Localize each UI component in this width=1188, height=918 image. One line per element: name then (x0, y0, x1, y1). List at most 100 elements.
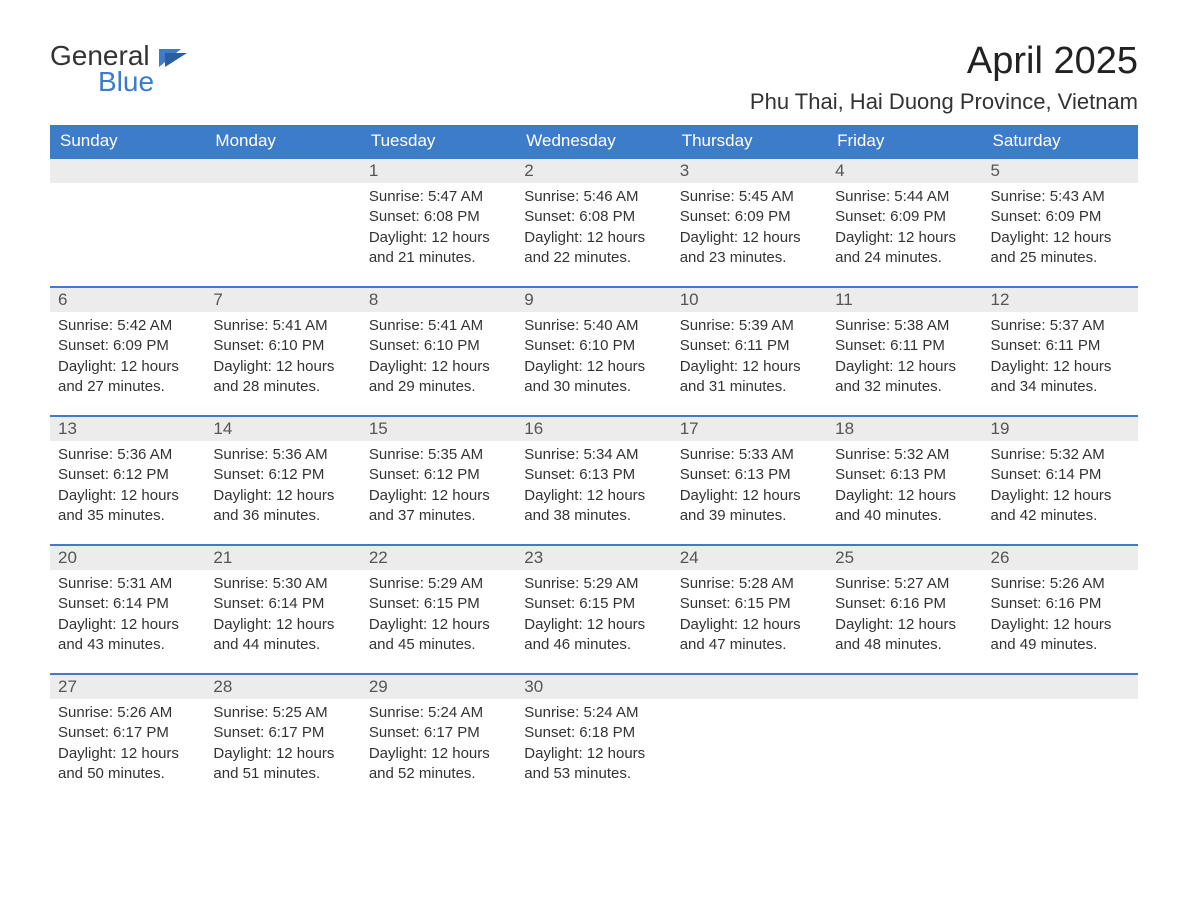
daylight-text: Daylight: 12 hours (991, 615, 1130, 635)
sunset-text: Sunset: 6:11 PM (991, 336, 1130, 356)
day-cell: Sunrise: 5:39 AMSunset: 6:11 PMDaylight:… (672, 312, 827, 416)
daylight-text: Daylight: 12 hours (58, 615, 197, 635)
day-number: 20 (50, 545, 205, 570)
sunset-text: Sunset: 6:09 PM (991, 207, 1130, 227)
day-number: 4 (827, 158, 982, 183)
day-number: 24 (672, 545, 827, 570)
daylight-text-2: and 28 minutes. (213, 377, 352, 397)
daylight-text: Daylight: 12 hours (213, 357, 352, 377)
sunrise-text: Sunrise: 5:42 AM (58, 316, 197, 336)
daylight-text-2: and 47 minutes. (680, 635, 819, 655)
day-cell: Sunrise: 5:24 AMSunset: 6:17 PMDaylight:… (361, 699, 516, 802)
day-content-row: Sunrise: 5:36 AMSunset: 6:12 PMDaylight:… (50, 441, 1138, 545)
sunset-text: Sunset: 6:14 PM (58, 594, 197, 614)
daylight-text-2: and 36 minutes. (213, 506, 352, 526)
daylight-text: Daylight: 12 hours (680, 486, 819, 506)
sunrise-text: Sunrise: 5:27 AM (835, 574, 974, 594)
daylight-text-2: and 30 minutes. (524, 377, 663, 397)
day-number (50, 158, 205, 183)
sunset-text: Sunset: 6:10 PM (213, 336, 352, 356)
sunrise-text: Sunrise: 5:32 AM (835, 445, 974, 465)
sunset-text: Sunset: 6:12 PM (369, 465, 508, 485)
sunrise-text: Sunrise: 5:47 AM (369, 187, 508, 207)
sunrise-text: Sunrise: 5:36 AM (58, 445, 197, 465)
daylight-text-2: and 48 minutes. (835, 635, 974, 655)
daylight-text: Daylight: 12 hours (991, 357, 1130, 377)
day-cell: Sunrise: 5:41 AMSunset: 6:10 PMDaylight:… (361, 312, 516, 416)
sunset-text: Sunset: 6:10 PM (524, 336, 663, 356)
daylight-text-2: and 32 minutes. (835, 377, 974, 397)
daylight-text: Daylight: 12 hours (835, 615, 974, 635)
sunset-text: Sunset: 6:13 PM (524, 465, 663, 485)
sunset-text: Sunset: 6:13 PM (835, 465, 974, 485)
daylight-text-2: and 25 minutes. (991, 248, 1130, 268)
sunset-text: Sunset: 6:11 PM (680, 336, 819, 356)
daylight-text: Daylight: 12 hours (991, 486, 1130, 506)
day-number: 11 (827, 287, 982, 312)
sunset-text: Sunset: 6:12 PM (213, 465, 352, 485)
day-number: 29 (361, 674, 516, 699)
logo-text-blue: Blue (98, 66, 187, 98)
sunset-text: Sunset: 6:12 PM (58, 465, 197, 485)
day-content-row: Sunrise: 5:26 AMSunset: 6:17 PMDaylight:… (50, 699, 1138, 802)
day-cell: Sunrise: 5:37 AMSunset: 6:11 PMDaylight:… (983, 312, 1138, 416)
sunset-text: Sunset: 6:18 PM (524, 723, 663, 743)
sunrise-text: Sunrise: 5:29 AM (369, 574, 508, 594)
month-title: April 2025 (750, 40, 1138, 83)
day-content-row: Sunrise: 5:47 AM Sunset: 6:08 PMDaylight:… (50, 183, 1138, 287)
sunrise-text: Sunrise: 5:45 AM (680, 187, 819, 207)
daylight-text: Daylight: 12 hours (369, 486, 508, 506)
day-number: 17 (672, 416, 827, 441)
sunrise-text: Sunrise: 5:32 AM (991, 445, 1130, 465)
day-number: 10 (672, 287, 827, 312)
day-number: 5 (983, 158, 1138, 183)
day-number: 9 (516, 287, 671, 312)
daylight-text: Daylight: 12 hours (524, 228, 663, 248)
sunset-text: Sunset: 6:08 PM (524, 207, 663, 227)
day-cell: Sunrise: 5:40 AMSunset: 6:10 PMDaylight:… (516, 312, 671, 416)
daylight-text-2: and 21 minutes. (369, 248, 508, 268)
daylight-text-2: and 53 minutes. (524, 764, 663, 784)
sunset-text: Sunset: 6:15 PM (680, 594, 819, 614)
sunrise-text: Sunrise: 5:33 AM (680, 445, 819, 465)
daylight-text-2: and 39 minutes. (680, 506, 819, 526)
sunset-text: Sunset: 6:15 PM (524, 594, 663, 614)
day-cell: Sunrise: 5:32 AMSunset: 6:14 PMDaylight:… (983, 441, 1138, 545)
sunrise-text: Sunrise: 5:41 AM (369, 316, 508, 336)
sunset-text: Sunset: 6:16 PM (991, 594, 1130, 614)
daylight-text-2: and 27 minutes. (58, 377, 197, 397)
weekday-header: Monday (205, 125, 360, 158)
day-cell: Sunrise: 5:27 AMSunset: 6:16 PMDaylight:… (827, 570, 982, 674)
day-number: 12 (983, 287, 1138, 312)
sunrise-text: Sunrise: 5:24 AM (524, 703, 663, 723)
day-cell: Sunrise: 5:47 AMSunset: 6:08 PMDaylight:… (361, 183, 516, 287)
sunrise-text: Sunrise: 5:31 AM (58, 574, 197, 594)
sunrise-text: Sunrise: 5:37 AM (991, 316, 1130, 336)
daylight-text-2: and 52 minutes. (369, 764, 508, 784)
sunrise-text: Sunrise: 5:39 AM (680, 316, 819, 336)
day-cell: Sunrise: 5:24 AMSunset: 6:18 PMDaylight:… (516, 699, 671, 802)
day-number: 21 (205, 545, 360, 570)
sunset-text: Sunset: 6:14 PM (991, 465, 1130, 485)
day-number: 1 (361, 158, 516, 183)
sunrise-text: Sunrise: 5:44 AM (835, 187, 974, 207)
daylight-text-2: and 42 minutes. (991, 506, 1130, 526)
sunset-text: Sunset: 6:11 PM (835, 336, 974, 356)
daylight-text: Daylight: 12 hours (835, 357, 974, 377)
day-cell (50, 183, 205, 287)
day-number-row: 12345 (50, 158, 1138, 183)
daylight-text-2: and 51 minutes. (213, 764, 352, 784)
daylight-text: Daylight: 12 hours (524, 357, 663, 377)
day-number-row: 20212223242526 (50, 545, 1138, 570)
sunrise-text: Sunrise: 5:29 AM (524, 574, 663, 594)
day-cell: Sunrise: 5:43 AMSunset: 6:09 PMDaylight:… (983, 183, 1138, 287)
weekday-header: Friday (827, 125, 982, 158)
sunrise-text: Sunrise: 5:28 AM (680, 574, 819, 594)
daylight-text-2: and 46 minutes. (524, 635, 663, 655)
day-number: 27 (50, 674, 205, 699)
weekday-header-row: SundayMondayTuesdayWednesdayThursdayFrid… (50, 125, 1138, 158)
day-cell: Sunrise: 5:26 AMSunset: 6:16 PMDaylight:… (983, 570, 1138, 674)
daylight-text-2: and 31 minutes. (680, 377, 819, 397)
sunset-text: Sunset: 6:10 PM (369, 336, 508, 356)
day-cell: Sunrise: 5:45 AMSunset: 6:09 PMDaylight:… (672, 183, 827, 287)
